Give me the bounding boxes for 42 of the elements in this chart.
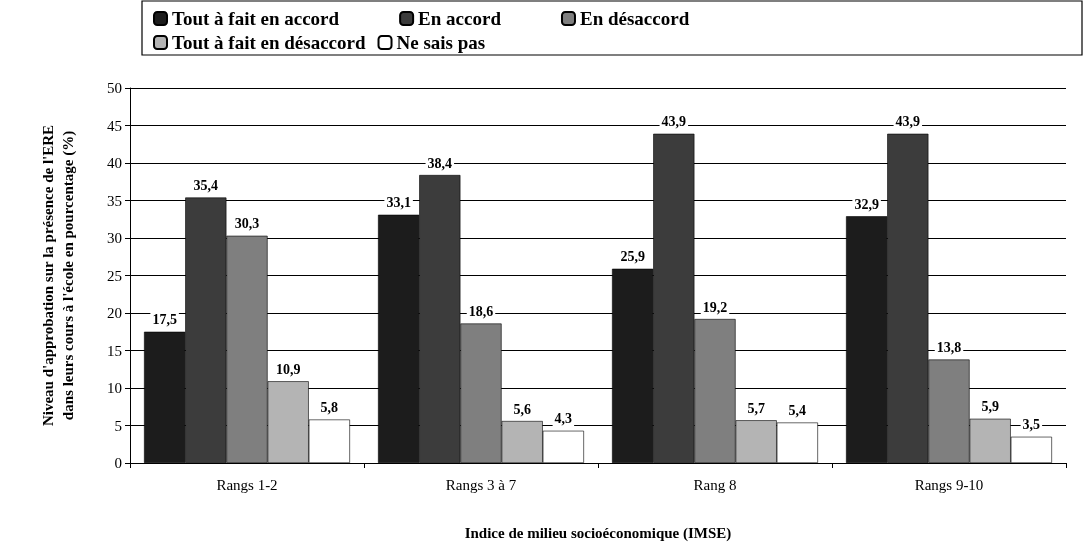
y-tick-label: 30 [107, 230, 122, 246]
data-label: 30,3 [234, 216, 260, 232]
x-axis-title: Indice de milieu socioéconomique (IMSE) [464, 524, 732, 542]
data-label: 32,9 [854, 196, 879, 212]
legend-label: En accord [418, 8, 502, 29]
y-axis-title: Niveau d'approbation sur la présence de l'ERE dans leurs cours à l'école en pourcentage (%) [40, 124, 77, 427]
x-tick-label: Rangs 9-10 [914, 476, 984, 493]
y-tick-label: 25 [107, 267, 122, 284]
data-label: 35,4 [193, 178, 219, 193]
data-label: 5,8 [320, 400, 339, 415]
y-tick-label: 5 [114, 417, 122, 434]
y-tick-label: 40 [107, 155, 122, 171]
data-label: 5,4 [788, 403, 807, 418]
data-label: 19,2 [702, 299, 728, 315]
legend-label: Tout à fait en désaccord [172, 32, 366, 53]
y-tick-label: 35 [107, 192, 122, 209]
data-label: 43,9 [895, 114, 921, 130]
legend-label: Ne sais pas [396, 32, 486, 53]
y-tick-label: 0 [114, 455, 122, 471]
y-tick-label: 15 [107, 342, 122, 359]
data-label: 33,1 [386, 195, 411, 211]
x-tick-label: Rangs 3 à 7 [445, 476, 517, 493]
data-label: 13,8 [936, 340, 962, 355]
data-label: 10,9 [275, 361, 301, 377]
data-label: 43,9 [661, 114, 687, 130]
data-label: 4,3 [554, 411, 573, 427]
y-tick-label: 20 [107, 305, 122, 321]
y-tick-label: 50 [107, 80, 122, 96]
x-tick-label: Rang 8 [693, 476, 737, 493]
y-tick-label: 10 [107, 380, 122, 396]
data-label: 17,5 [152, 312, 177, 328]
data-label: 38,4 [427, 155, 453, 171]
data-label: 3,5 [1022, 417, 1041, 433]
data-label: 18,6 [468, 304, 494, 319]
x-tick-label: Rangs 1-2 [216, 476, 278, 493]
y-tick-label: 45 [107, 117, 122, 134]
data-label: 25,9 [620, 249, 645, 265]
legend-label: En désaccord [579, 8, 690, 29]
data-label: 5,7 [747, 400, 765, 416]
data-label: 5,6 [513, 401, 531, 417]
legend-label: Tout à fait en accord [172, 8, 340, 29]
data-label: 5,9 [981, 399, 999, 415]
